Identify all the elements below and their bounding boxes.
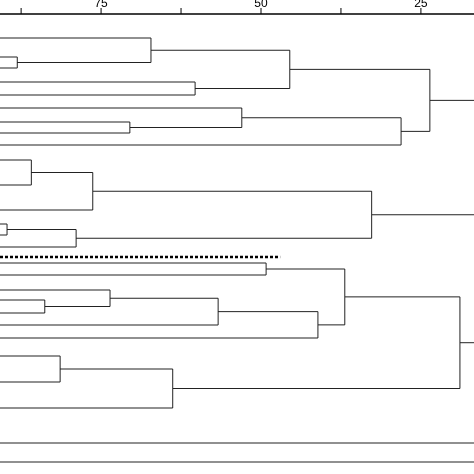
x-tick-label: 50 [254, 0, 268, 10]
x-tick-label: 75 [94, 0, 108, 10]
x-tick-label: 25 [414, 0, 428, 10]
